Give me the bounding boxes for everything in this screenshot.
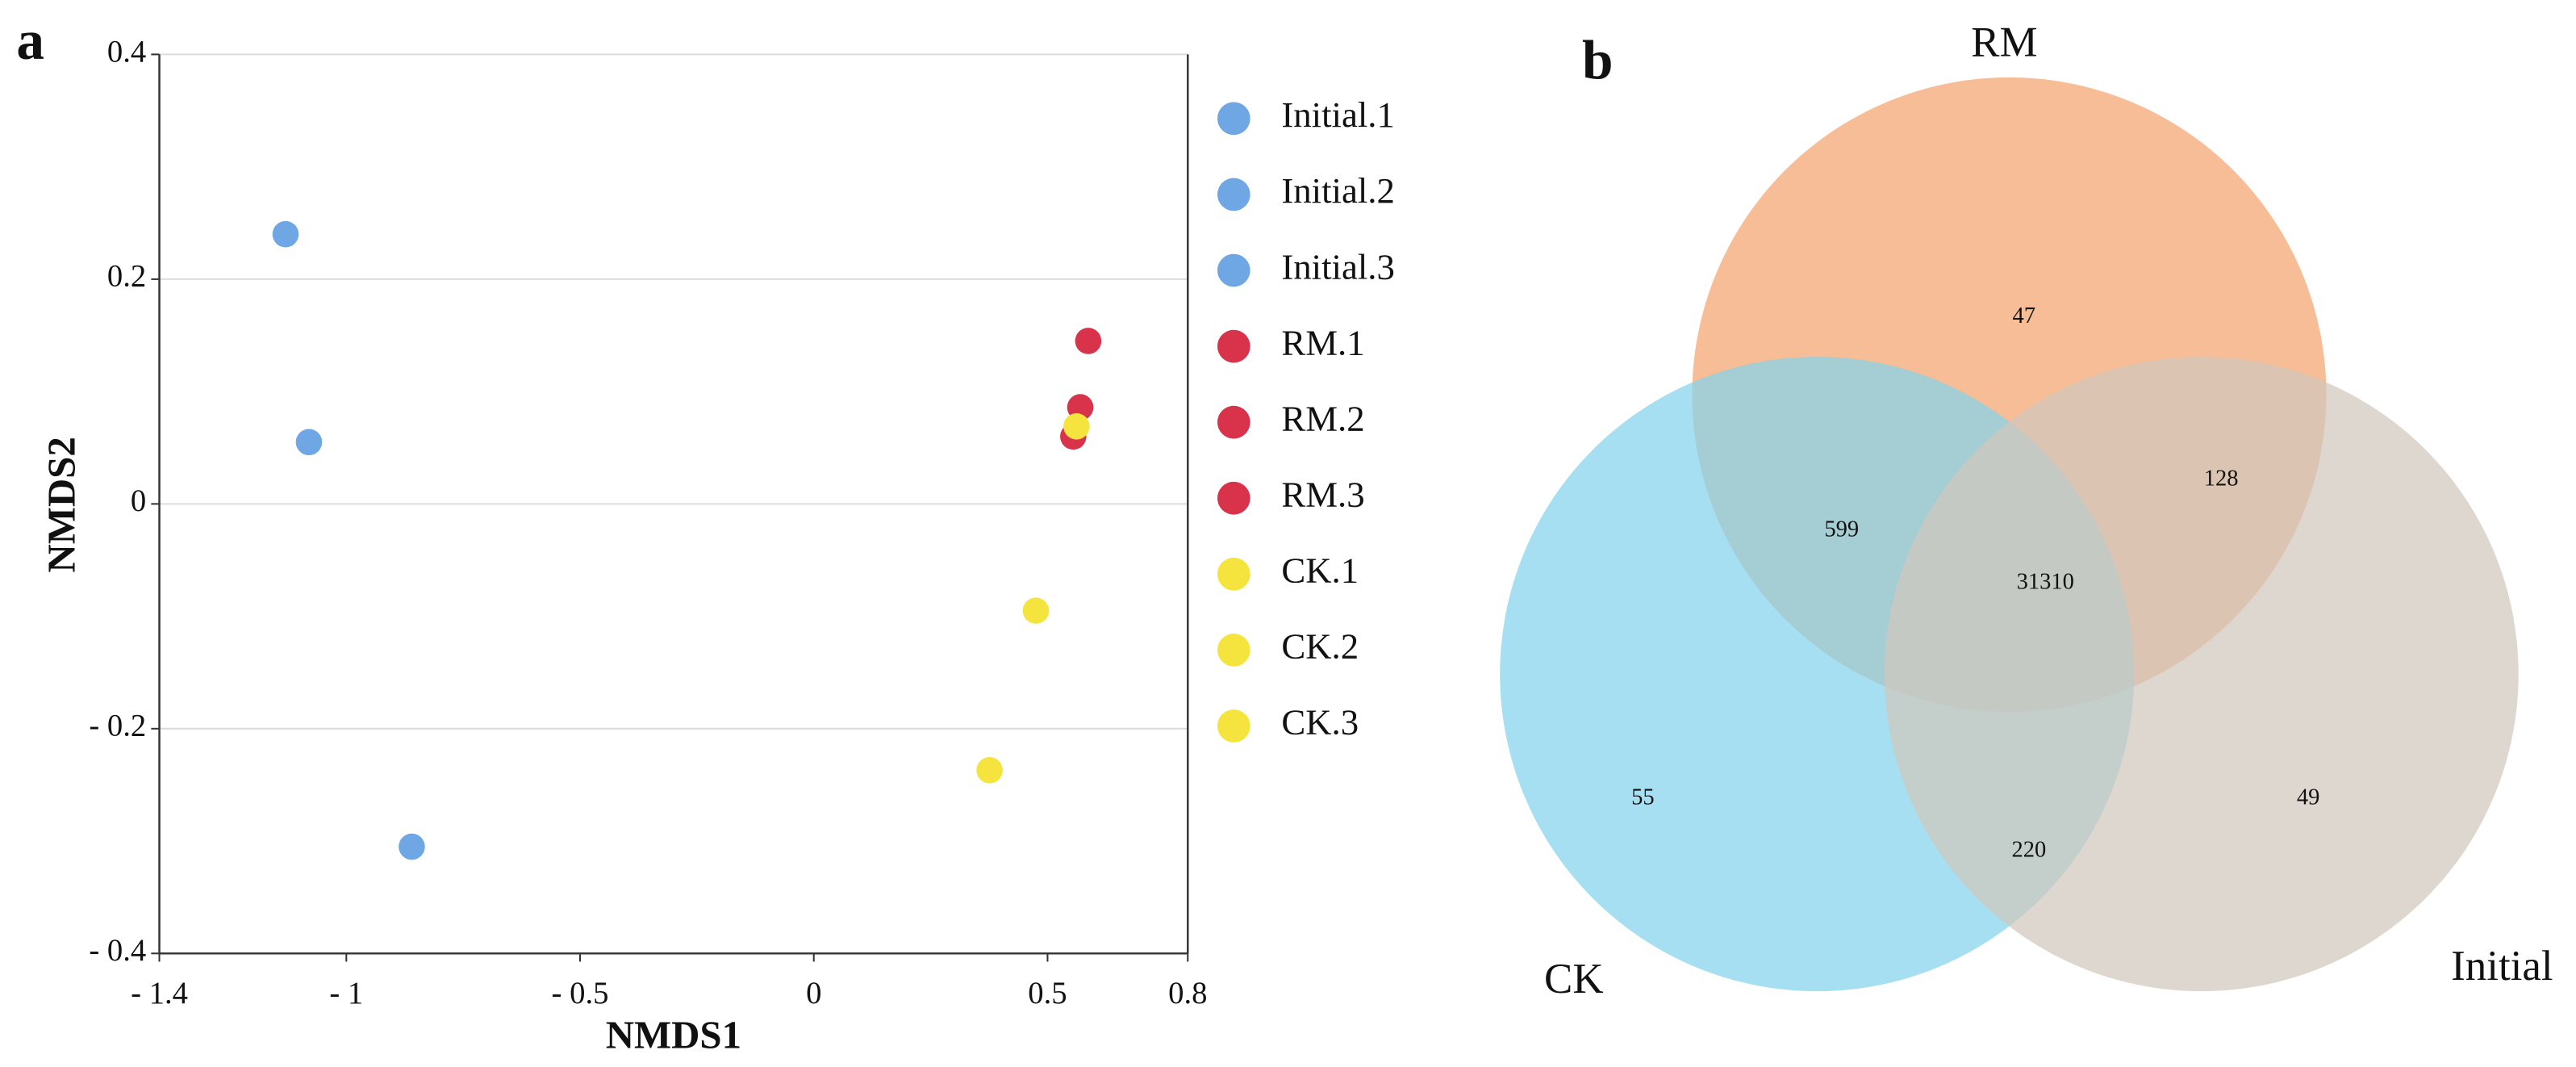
region-count: 599	[1824, 517, 1859, 542]
y-tick-label: - 0.4	[89, 934, 146, 968]
region-count: 49	[2297, 785, 2320, 810]
set-label: CK	[1544, 956, 1604, 1002]
y-tick-label: - 0.2	[89, 709, 146, 743]
legend-marker	[1217, 329, 1250, 363]
legend-marker	[1217, 405, 1250, 439]
legend-label: Initial.3	[1281, 246, 1395, 287]
legend-marker	[1217, 557, 1250, 591]
data-point	[1075, 328, 1102, 354]
x-tick-label: 0.8	[1168, 977, 1207, 1011]
x-tick-label: - 0.5	[552, 977, 609, 1011]
region-count: 31310	[2017, 570, 2074, 595]
data-point	[1022, 597, 1050, 624]
data-point	[272, 220, 299, 248]
legend-label: RM.2	[1281, 398, 1364, 438]
y-tick-label: 0.4	[107, 35, 146, 69]
legend-label: CK.3	[1281, 702, 1359, 743]
data-point	[1063, 412, 1090, 440]
legend-marker	[1217, 178, 1250, 211]
legend-label: RM.1	[1281, 322, 1364, 362]
legend-label: Initial.1	[1281, 94, 1395, 135]
region-count: 47	[2013, 303, 2036, 328]
data-point	[399, 833, 425, 860]
legend-label: Initial.2	[1281, 170, 1395, 211]
legend-marker	[1217, 634, 1250, 667]
x-tick-label: - 1.4	[131, 977, 188, 1011]
legend-label: CK.2	[1281, 626, 1359, 667]
y-tick-label: 0	[131, 484, 146, 518]
x-tick-label: 0.5	[1028, 977, 1067, 1011]
legend-marker	[1217, 253, 1250, 287]
y-axis-label: NMDS2	[40, 437, 84, 572]
data-point	[976, 757, 1003, 784]
data-point	[295, 429, 323, 456]
panel-label: a	[16, 9, 44, 71]
legend-marker	[1217, 102, 1250, 136]
legend-marker	[1217, 481, 1250, 515]
region-count: 128	[2204, 466, 2239, 491]
x-axis-label: NMDS1	[606, 1012, 741, 1057]
set-label: RM	[1971, 19, 2037, 65]
set-label: Initial	[2451, 943, 2553, 990]
x-tick-label: - 1	[329, 977, 363, 1011]
x-tick-label: 0	[806, 977, 821, 1011]
legend-marker	[1217, 709, 1250, 743]
legend-label: RM.3	[1281, 474, 1364, 514]
venn-set	[1884, 357, 2519, 992]
y-tick-label: 0.2	[107, 260, 146, 294]
legend-label: CK.1	[1281, 550, 1359, 591]
panel-label: b	[1582, 29, 1614, 91]
region-count: 220	[2012, 838, 2047, 863]
region-count: 55	[1631, 785, 1654, 810]
